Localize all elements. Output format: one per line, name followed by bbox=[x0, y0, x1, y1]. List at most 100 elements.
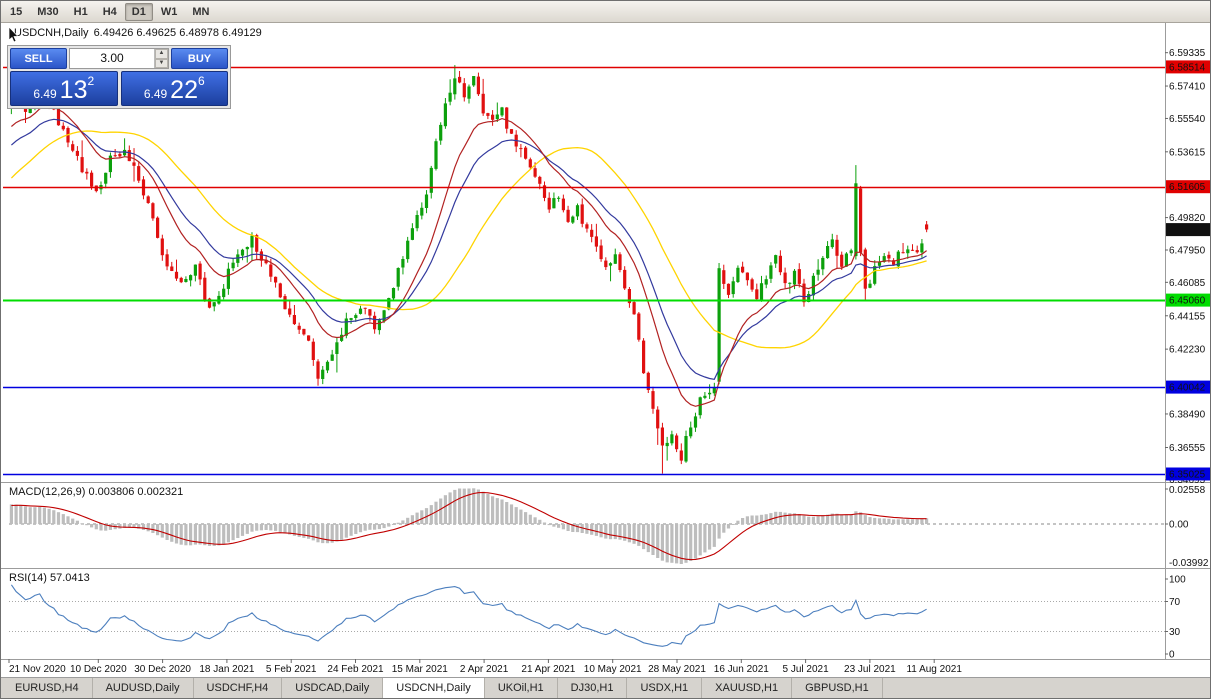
date-label: 2 Apr 2021 bbox=[460, 664, 509, 675]
volume-increase-button[interactable]: ▲ bbox=[155, 49, 168, 59]
macd-signal-line bbox=[11, 491, 927, 561]
ma-line-red bbox=[11, 105, 927, 407]
buy-price-sup: 6 bbox=[197, 74, 205, 88]
svg-text:0: 0 bbox=[1169, 650, 1175, 661]
svg-text:-0.03992: -0.03992 bbox=[1169, 558, 1209, 569]
price-badge: 6.51605 bbox=[1166, 180, 1210, 194]
svg-text:6.49129: 6.49129 bbox=[1169, 225, 1206, 236]
date-label: 21 Nov 2020 bbox=[9, 664, 66, 675]
tab-usdcad-daily[interactable]: USDCAD,Daily bbox=[282, 678, 384, 698]
one-click-trading-panel: SELL 3.00 ▲ ▼ BUY 6.49 13 2 6.49 bbox=[7, 45, 231, 109]
tab-dj30-h1[interactable]: DJ30,H1 bbox=[558, 678, 628, 698]
timeframe-toolbar: 15 M30 H1 H4 D1 W1 MN bbox=[1, 1, 1210, 23]
svg-text:6.49820: 6.49820 bbox=[1169, 213, 1206, 224]
buy-button[interactable]: BUY bbox=[171, 48, 228, 69]
date-label: 15 Mar 2021 bbox=[392, 664, 449, 675]
timeframe-button-15[interactable]: 15 bbox=[3, 3, 29, 21]
svg-text:6.58514: 6.58514 bbox=[1169, 62, 1206, 73]
tab-gbpusd-h1[interactable]: GBPUSD,H1 bbox=[792, 678, 883, 698]
date-label: 23 Jul 2021 bbox=[844, 664, 896, 675]
buy-price-big: 22 bbox=[170, 76, 198, 104]
date-label: 16 Jun 2021 bbox=[714, 664, 769, 675]
svg-text:6.42230: 6.42230 bbox=[1169, 345, 1206, 356]
date-label: 10 May 2021 bbox=[584, 664, 642, 675]
date-label: 5 Jul 2021 bbox=[783, 664, 830, 675]
arrow-down-icon: ▼ bbox=[158, 59, 165, 66]
tab-xauusd-h1[interactable]: XAUUSD,H1 bbox=[702, 678, 793, 698]
date-label: 28 May 2021 bbox=[648, 664, 706, 675]
tab-ukoil-h1[interactable]: UKOil,H1 bbox=[485, 678, 558, 698]
chart-symbol-period: USDCNH,Daily bbox=[14, 27, 89, 39]
ma-line-yellow bbox=[10, 130, 927, 349]
svg-text:6.55540: 6.55540 bbox=[1169, 114, 1206, 125]
svg-text:6.35025: 6.35025 bbox=[1169, 470, 1206, 481]
tab-usdx-h1[interactable]: USDX,H1 bbox=[627, 678, 703, 698]
buy-price-prefix: 6.49 bbox=[143, 87, 168, 101]
rsi-indicator-label: RSI(14) 57.0413 bbox=[9, 572, 90, 584]
sell-button[interactable]: SELL bbox=[10, 48, 67, 69]
volume-spinner: ▲ ▼ bbox=[154, 49, 168, 68]
svg-text:6.38490: 6.38490 bbox=[1169, 410, 1206, 421]
svg-text:6.40042: 6.40042 bbox=[1169, 383, 1206, 394]
level-lines bbox=[3, 66, 1165, 476]
price-badge: 6.45060 bbox=[1166, 293, 1210, 307]
timeframe-button-mn[interactable]: MN bbox=[185, 3, 216, 21]
tab-usdcnh-daily[interactable]: USDCNH,Daily bbox=[383, 678, 485, 698]
svg-text:6.53615: 6.53615 bbox=[1169, 147, 1206, 158]
svg-text:6.36555: 6.36555 bbox=[1169, 443, 1206, 454]
tab-usdchf-h4[interactable]: USDCHF,H4 bbox=[194, 678, 283, 698]
tab-audusd-daily[interactable]: AUDUSD,Daily bbox=[93, 678, 194, 698]
ma-line-blue bbox=[11, 118, 927, 380]
time-axis: 21 Nov 2020 10 Dec 2020 30 Dec 2020 18 Jan … bbox=[8, 659, 962, 675]
svg-text:6.44155: 6.44155 bbox=[1169, 311, 1206, 322]
date-label: 5 Feb 2021 bbox=[266, 664, 317, 675]
date-label: 30 Dec 2020 bbox=[134, 664, 191, 675]
sell-price-box[interactable]: 6.49 13 2 bbox=[10, 71, 118, 106]
moving-averages bbox=[10, 105, 927, 407]
chart-tabs-bar: EURUSD,H4 AUDUSD,Daily USDCHF,H4 USDCAD,Dai… bbox=[1, 677, 1210, 698]
date-label: 11 Aug 2021 bbox=[906, 664, 962, 675]
timeframe-button-d1[interactable]: D1 bbox=[124, 2, 153, 21]
svg-text:0.00: 0.00 bbox=[1169, 520, 1189, 531]
buy-price-box[interactable]: 6.49 22 6 bbox=[120, 71, 228, 106]
svg-text:100: 100 bbox=[1169, 575, 1186, 586]
price-badge: 6.40042 bbox=[1166, 380, 1210, 394]
svg-text:6.45060: 6.45060 bbox=[1169, 296, 1206, 307]
chart-area[interactable]: 6.59335 6.57410 6.55540 6.53615 6.49820 6.479… bbox=[1, 23, 1211, 679]
timeframe-button-h4[interactable]: H4 bbox=[96, 3, 124, 21]
date-label: 18 Jan 2021 bbox=[199, 664, 254, 675]
price-badge: 6.49129 bbox=[1166, 223, 1210, 237]
macd-pane: 0.02558 0.00 -0.03992 bbox=[9, 485, 1209, 569]
sell-price-big: 13 bbox=[59, 76, 88, 104]
timeframe-button-m30[interactable]: M30 bbox=[30, 3, 65, 21]
price-badge: 6.58514 bbox=[1166, 60, 1210, 74]
volume-decrease-button[interactable]: ▼ bbox=[155, 58, 168, 68]
pane-borders bbox=[1, 23, 1210, 660]
arrow-up-icon: ▲ bbox=[158, 50, 165, 57]
tab-eurusd-h4[interactable]: EURUSD,H4 bbox=[2, 678, 93, 698]
svg-text:6.34695: 6.34695 bbox=[1169, 475, 1206, 486]
date-label: 21 Apr 2021 bbox=[521, 664, 575, 675]
rsi-line bbox=[10, 584, 927, 647]
svg-text:0.02558: 0.02558 bbox=[1169, 485, 1206, 496]
timeframe-button-h1[interactable]: H1 bbox=[67, 3, 95, 21]
price-axis: 6.59335 6.57410 6.55540 6.53615 6.49820 6.479… bbox=[1165, 48, 1206, 486]
price-badge: 6.35025 bbox=[1166, 467, 1210, 481]
date-label: 10 Dec 2020 bbox=[70, 664, 127, 675]
svg-text:6.51605: 6.51605 bbox=[1169, 182, 1206, 193]
volume-input[interactable]: 3.00 bbox=[100, 51, 124, 65]
rsi-pane: 100 70 30 0 bbox=[9, 575, 1186, 661]
timeframe-button-w1[interactable]: W1 bbox=[154, 3, 185, 21]
svg-text:30: 30 bbox=[1169, 627, 1181, 638]
macd-indicator-label: MACD(12,26,9) 0.003806 0.002321 bbox=[9, 486, 184, 498]
svg-text:6.57410: 6.57410 bbox=[1169, 82, 1206, 93]
volume-field[interactable]: 3.00 ▲ ▼ bbox=[69, 48, 169, 69]
svg-text:6.59335: 6.59335 bbox=[1169, 48, 1206, 59]
candlesticks bbox=[9, 65, 929, 474]
svg-text:6.46085: 6.46085 bbox=[1169, 278, 1206, 289]
svg-text:70: 70 bbox=[1169, 597, 1181, 608]
date-label: 24 Feb 2021 bbox=[327, 664, 384, 675]
chart-svg[interactable]: 6.59335 6.57410 6.55540 6.53615 6.49820 6.479… bbox=[1, 23, 1211, 679]
svg-text:6.47950: 6.47950 bbox=[1169, 246, 1206, 257]
